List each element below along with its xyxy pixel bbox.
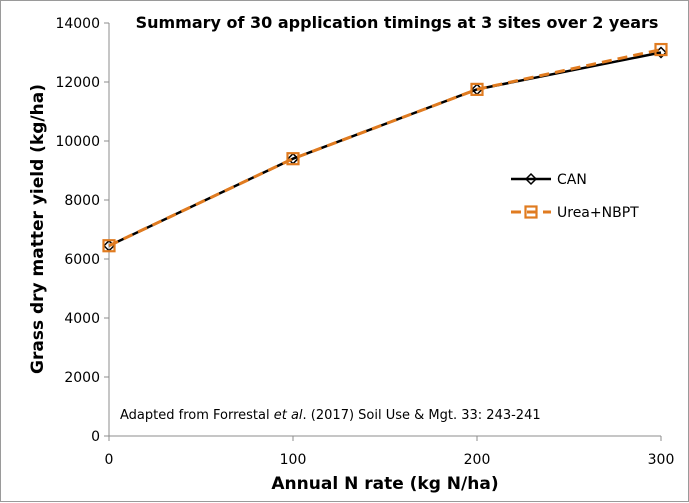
legend-item: CAN xyxy=(511,172,587,188)
data-point xyxy=(102,239,116,253)
y-tick-labels: 0 2000 4000 6000 8000 10000 12000 14000 xyxy=(55,16,100,445)
source-note-italic: et al xyxy=(274,408,303,423)
legend-swatch-marker xyxy=(524,172,538,186)
y-tick-label: 8000 xyxy=(64,193,100,209)
legend-swatch-marker xyxy=(524,205,538,219)
legend-item: Urea+NBPT xyxy=(511,205,639,221)
series-urea-nbpt xyxy=(102,42,668,253)
x-tick-label: 200 xyxy=(464,452,491,468)
x-axis-title: Annual N rate (kg N/ha) xyxy=(271,474,498,494)
legend-label: CAN xyxy=(557,172,587,188)
y-tick-label: 10000 xyxy=(55,134,100,150)
x-tick-labels: 0 100 200 300 xyxy=(105,452,675,468)
data-point xyxy=(654,42,668,57)
y-tick-label: 14000 xyxy=(55,16,100,32)
series-line xyxy=(108,48,662,248)
axes xyxy=(104,22,662,441)
y-tick-label: 6000 xyxy=(64,252,100,268)
data-point xyxy=(286,152,300,166)
y-tick-label: 4000 xyxy=(64,311,100,327)
source-note-prefix: Adapted from Forrestal xyxy=(120,408,274,423)
y-tick-label: 12000 xyxy=(55,75,100,91)
chart-title: Summary of 30 application timings at 3 s… xyxy=(136,13,659,32)
y-tick-label: 2000 xyxy=(64,370,100,386)
x-tick-label: 100 xyxy=(280,452,307,468)
series-group xyxy=(102,42,668,253)
source-note: Adapted from Forrestal et al. (2017) Soi… xyxy=(120,408,541,423)
data-point xyxy=(470,82,484,96)
source-note-suffix: . (2017) Soil Use & Mgt. 33: 243-241 xyxy=(303,408,541,423)
y-axis-title: Grass dry matter yield (kg/ha) xyxy=(28,84,48,374)
y-tick-label: 0 xyxy=(91,429,100,445)
legend: CAN Urea+NBPT xyxy=(511,172,639,221)
x-tick-label: 0 xyxy=(105,452,114,468)
legend-label: Urea+NBPT xyxy=(557,205,639,221)
x-tick-label: 300 xyxy=(648,452,675,468)
